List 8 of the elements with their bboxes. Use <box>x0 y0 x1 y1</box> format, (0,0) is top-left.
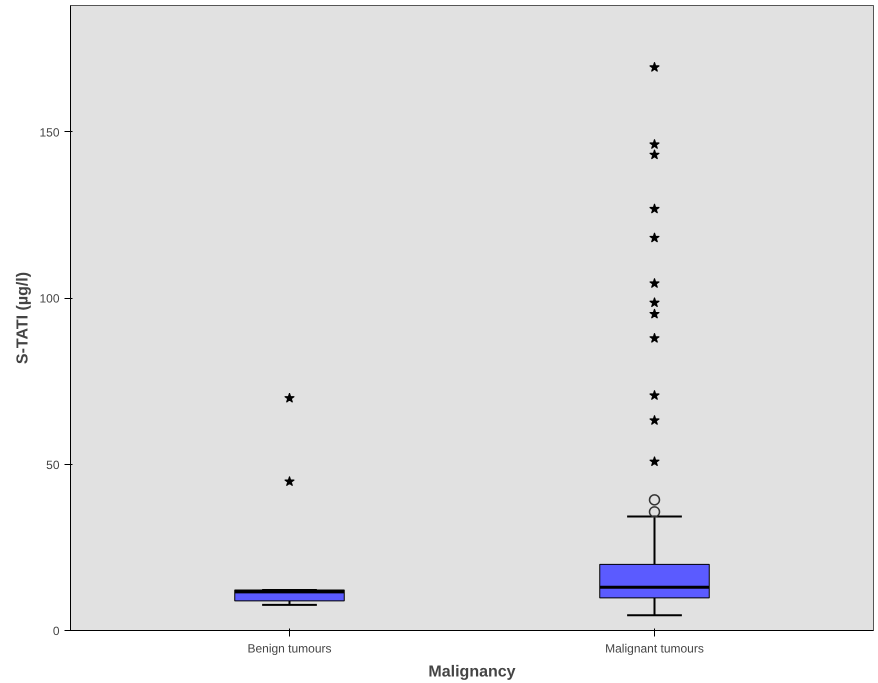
x-tick-label: Benign tumours <box>247 642 332 656</box>
y-tick-label: 0 <box>52 624 60 638</box>
x-tick-label: Malignant tumours <box>605 642 704 656</box>
y-axis-title: S-TATI (µg/l) <box>14 272 32 364</box>
x-axis-title: Malignancy <box>428 664 516 680</box>
y-tick-label: 100 <box>39 292 60 306</box>
y-tick-label: 50 <box>46 458 60 472</box>
y-tick-label: 150 <box>39 125 60 140</box>
